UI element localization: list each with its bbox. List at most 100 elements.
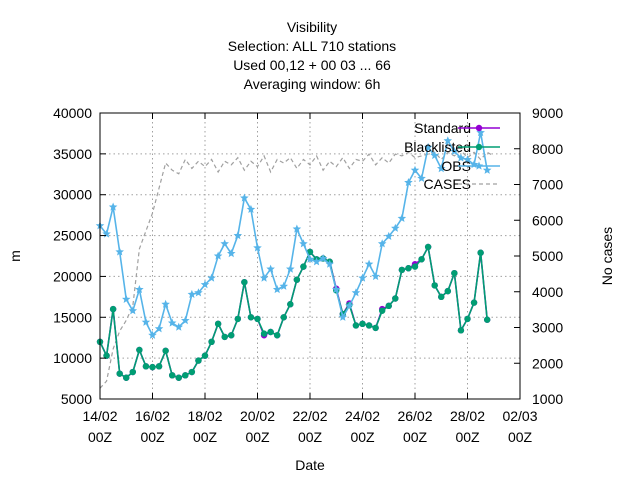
legend-item: OBS	[441, 158, 500, 174]
y2-tick-label: 6000	[532, 212, 563, 228]
data-point	[299, 239, 308, 248]
data-point	[474, 161, 484, 170]
data-point	[273, 332, 281, 339]
x-tick-label: 24/02	[345, 408, 380, 424]
data-point	[410, 165, 420, 174]
legend-label: Standard	[414, 120, 471, 136]
data-point	[142, 363, 150, 370]
data-point	[121, 294, 131, 303]
data-point	[280, 314, 287, 321]
legend-item: Blacklisted	[404, 139, 500, 155]
x-tick-label: 00Z	[88, 429, 113, 445]
data-point	[464, 315, 471, 323]
title-line-2: Selection: ALL 710 stations	[228, 38, 396, 54]
data-point	[378, 307, 386, 314]
data-point	[391, 223, 400, 232]
data-point	[187, 289, 197, 299]
x-tick-label: 22/02	[292, 408, 327, 424]
data-point	[247, 314, 255, 321]
data-point	[254, 315, 261, 323]
chart-title: Visibility Selection: ALL 710 stations U…	[228, 19, 396, 92]
data-point	[483, 316, 491, 323]
x-tick-label: 00Z	[245, 429, 270, 445]
data-point	[108, 202, 118, 211]
data-point	[241, 278, 248, 286]
data-point	[188, 368, 196, 376]
data-point	[300, 263, 307, 270]
data-point	[430, 150, 439, 160]
data-point	[246, 204, 256, 214]
data-point	[162, 347, 169, 354]
title-line-3: Used 00,12 + 00 03 ... 66	[233, 57, 391, 73]
data-point	[417, 173, 426, 183]
data-point	[325, 259, 334, 268]
data-point	[103, 352, 110, 359]
data-point	[384, 231, 394, 241]
data-point	[181, 316, 190, 325]
x-tick-label: 00Z	[350, 429, 375, 445]
data-point	[443, 136, 453, 145]
data-point	[213, 251, 223, 260]
y-tick-label: 40000	[53, 105, 92, 121]
legend-label: CASES	[424, 176, 471, 192]
y2-tick-label: 2000	[532, 355, 563, 371]
data-point	[136, 346, 143, 354]
y2-tick-label: 3000	[532, 320, 563, 336]
data-point	[331, 285, 341, 294]
data-point	[436, 164, 446, 173]
x-tick-label: 02/03	[502, 408, 537, 424]
data-point	[352, 322, 360, 329]
data-point	[305, 254, 315, 263]
data-point	[423, 142, 433, 151]
data-point	[195, 357, 202, 364]
data-point	[358, 273, 367, 282]
data-point	[226, 249, 236, 258]
x-tick-label: 20/02	[240, 408, 275, 424]
data-point	[155, 363, 163, 370]
data-point	[182, 372, 189, 379]
x-tick-label: 18/02	[187, 408, 222, 424]
data-point	[359, 320, 366, 328]
series-obs	[95, 128, 492, 339]
data-point	[168, 372, 176, 379]
data-point	[345, 301, 354, 310]
data-point	[208, 338, 215, 345]
x-tick-label: 00Z	[140, 429, 165, 445]
x-tick-label: 28/02	[450, 408, 485, 424]
data-point	[397, 213, 407, 223]
data-point	[240, 193, 249, 202]
x-tick-label: 16/02	[135, 408, 170, 424]
data-point	[450, 146, 459, 156]
data-point	[392, 295, 399, 302]
series-blacklisted	[96, 243, 491, 381]
data-point	[457, 327, 465, 334]
data-point	[431, 282, 438, 289]
data-point	[398, 266, 406, 274]
x-tick-label: 00Z	[193, 429, 218, 445]
data-point	[463, 155, 472, 164]
y2-tick-label: 5000	[532, 248, 563, 264]
data-point	[475, 143, 483, 151]
data-point	[365, 322, 373, 329]
y2-tick-label: 7000	[532, 177, 563, 193]
y2-tick-label: 8000	[532, 141, 563, 157]
data-point	[424, 243, 432, 251]
data-point	[129, 368, 137, 376]
data-point	[214, 320, 222, 328]
data-point	[351, 288, 361, 297]
data-point	[221, 333, 228, 341]
data-point	[228, 332, 235, 339]
x-tick-label: 26/02	[397, 408, 432, 424]
axis-ticks: 14/02 00Z 16/02 00Z 18/02 00Z 20/02 00Z 22/02 00Z…	[53, 105, 563, 445]
data-point	[364, 259, 374, 268]
data-point	[201, 352, 209, 359]
data-point	[385, 302, 392, 310]
y-tick-label: 30000	[53, 187, 92, 203]
y2-axis-label: No cases	[599, 227, 615, 285]
data-point	[338, 312, 348, 321]
data-point	[220, 239, 229, 248]
y-tick-label: 10000	[53, 350, 92, 366]
legend-item: Standard	[414, 120, 500, 136]
title-line-4: Averaging window: 6h	[244, 76, 381, 92]
data-point	[207, 273, 216, 282]
